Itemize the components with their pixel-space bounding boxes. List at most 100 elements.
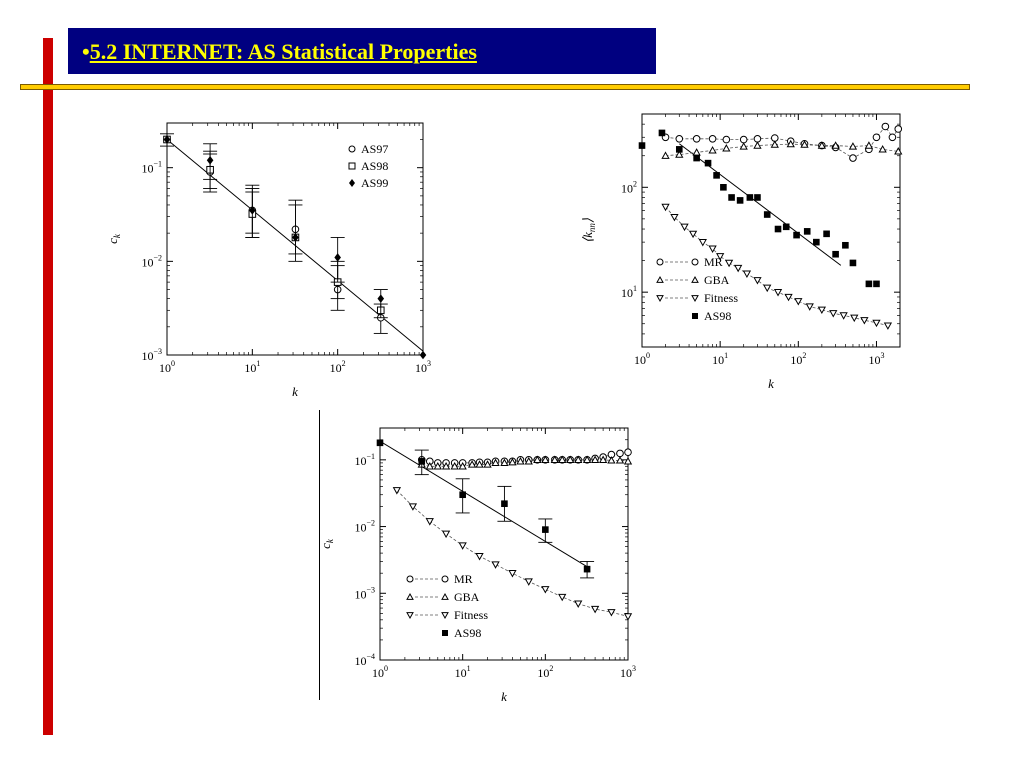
point-mr bbox=[624, 448, 632, 457]
point-fitness bbox=[860, 317, 869, 325]
point-fitness bbox=[670, 213, 679, 222]
point-as98 bbox=[542, 526, 549, 533]
point-fitness bbox=[558, 593, 567, 602]
point-as98 bbox=[418, 458, 426, 465]
y-tick-label: 10−1 bbox=[141, 160, 162, 176]
series-line-fitness bbox=[396, 489, 629, 617]
point-gba bbox=[786, 139, 795, 148]
point-gba bbox=[516, 456, 525, 465]
legend-label-mr: MR bbox=[704, 255, 723, 269]
point-fitness bbox=[883, 322, 893, 330]
fit-line bbox=[379, 440, 588, 568]
point-gba bbox=[524, 456, 533, 465]
point-as98 bbox=[774, 225, 782, 233]
point-gba bbox=[433, 461, 442, 470]
point-gba bbox=[441, 461, 451, 470]
point-gba bbox=[582, 455, 592, 463]
point-as98 bbox=[823, 230, 830, 238]
point-mr bbox=[708, 135, 717, 143]
x-axis-label: k bbox=[501, 689, 507, 704]
point-gba bbox=[753, 141, 762, 149]
point-gba bbox=[739, 142, 748, 150]
point-as98 bbox=[793, 231, 800, 239]
point-gba bbox=[661, 151, 670, 159]
x-axis-label: k bbox=[768, 376, 774, 391]
point-fitness bbox=[458, 542, 467, 550]
point-mr bbox=[692, 135, 701, 143]
point-as98 bbox=[704, 159, 712, 167]
plot-frame bbox=[379, 427, 629, 661]
slide-title: •5.2 INTERNET: AS Statistical Properties bbox=[68, 28, 656, 74]
legend-label-as98: AS98 bbox=[361, 159, 388, 173]
legend-marker-gba bbox=[691, 275, 699, 283]
y-axis-label: ck bbox=[318, 538, 335, 549]
point-fitness bbox=[590, 605, 600, 614]
point-fitness bbox=[441, 530, 451, 539]
x-tick-label: 101 bbox=[712, 351, 728, 367]
point-gba bbox=[623, 456, 633, 465]
point-fitness bbox=[574, 600, 583, 608]
y-tick-label: 101 bbox=[621, 284, 637, 300]
point-gba bbox=[550, 455, 559, 463]
x-tick-label: 102 bbox=[537, 664, 553, 680]
point-as99 bbox=[419, 350, 427, 360]
point-gba bbox=[607, 456, 616, 464]
legend-marker-as98 bbox=[442, 630, 448, 636]
point-mr bbox=[888, 133, 897, 142]
point-fitness bbox=[817, 306, 826, 315]
point-gba bbox=[500, 458, 509, 467]
x-tick-label: 103 bbox=[415, 359, 431, 375]
point-fitness bbox=[773, 289, 783, 297]
point-fitness bbox=[698, 238, 707, 247]
point-as99 bbox=[334, 253, 341, 262]
point-as98 bbox=[746, 194, 754, 201]
point-as99 bbox=[292, 233, 299, 242]
point-gba bbox=[770, 140, 779, 148]
point-mr bbox=[739, 135, 748, 144]
x-tick-label: 102 bbox=[330, 359, 346, 375]
point-mr bbox=[849, 154, 857, 162]
point-gba bbox=[458, 461, 467, 470]
point-mr bbox=[753, 135, 762, 143]
legend-label-gba: GBA bbox=[704, 273, 730, 287]
legend-label-fitness: Fitness bbox=[454, 608, 488, 622]
x-tick-label: 103 bbox=[868, 351, 884, 367]
series-line-mr bbox=[665, 125, 899, 159]
legend-marker-mr bbox=[441, 575, 449, 583]
point-fitness bbox=[734, 264, 743, 273]
x-tick-label: 100 bbox=[634, 351, 650, 367]
point-as98 bbox=[376, 439, 384, 447]
point-gba bbox=[574, 455, 583, 463]
legend-marker-fitness bbox=[441, 612, 449, 620]
point-gba bbox=[615, 456, 625, 464]
point-as98 bbox=[865, 280, 873, 288]
point-gba bbox=[508, 457, 517, 466]
point-gba bbox=[708, 146, 717, 154]
point-fitness bbox=[508, 570, 517, 578]
point-gba bbox=[831, 141, 840, 149]
point-as98 bbox=[832, 250, 839, 258]
point-as98 bbox=[658, 129, 666, 137]
title-bullet: • bbox=[82, 39, 90, 64]
x-tick-label: 102 bbox=[790, 351, 806, 367]
legend-marker-gba bbox=[406, 592, 414, 600]
point-gba bbox=[800, 140, 809, 148]
legend-marker-mr bbox=[691, 258, 699, 266]
point-as98 bbox=[693, 154, 700, 162]
title-underline-rule bbox=[20, 84, 970, 90]
point-as98 bbox=[736, 197, 744, 204]
legend-marker-as98 bbox=[348, 162, 356, 170]
point-as98 bbox=[763, 211, 771, 218]
point-mr bbox=[616, 449, 624, 458]
point-as98 bbox=[782, 223, 790, 231]
fit-line bbox=[678, 143, 842, 266]
legend-marker-as97 bbox=[348, 145, 356, 153]
x-tick-label: 103 bbox=[620, 664, 636, 680]
x-tick-label: 101 bbox=[244, 359, 260, 375]
point-fitness bbox=[805, 303, 814, 311]
legend-marker-fitness bbox=[406, 612, 414, 620]
point-fitness bbox=[524, 578, 533, 586]
point-mr bbox=[675, 135, 684, 143]
point-gba bbox=[541, 455, 550, 463]
x-tick-label: 100 bbox=[372, 664, 388, 680]
